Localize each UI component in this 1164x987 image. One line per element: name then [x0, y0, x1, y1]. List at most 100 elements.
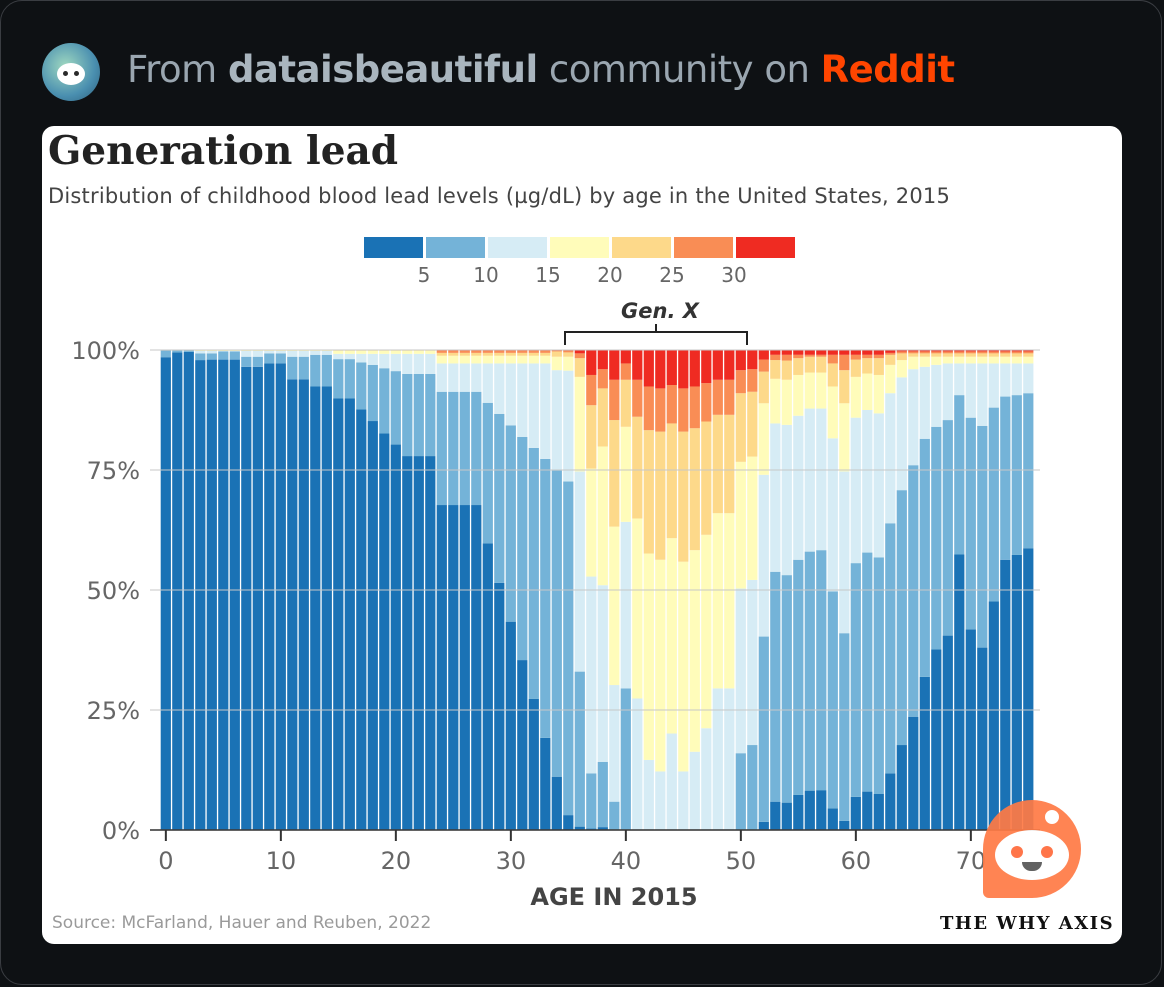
- bar-segment-5-10: [344, 359, 355, 399]
- bar-segment-20-25: [919, 353, 930, 357]
- bar-segment-<5: [770, 801, 781, 830]
- bar-segment-5-10: [183, 350, 194, 352]
- bar-segment-20-25: [1011, 353, 1022, 357]
- bar-segment-5-10: [390, 371, 401, 445]
- bar-segment->30: [632, 350, 643, 380]
- bar-segment-5-10: [275, 353, 286, 364]
- bar-segment-5-10: [540, 458, 551, 738]
- bar-segment-25-30: [471, 350, 482, 353]
- bar-age-48: [712, 350, 723, 830]
- bar-age-41: [632, 350, 643, 830]
- x-tick-label: 20: [381, 847, 412, 875]
- bar-segment-10-15: [620, 521, 631, 689]
- bar-segment-15-20: [390, 350, 401, 354]
- bar-age-47: [701, 350, 712, 830]
- bar-segment-10-15: [965, 363, 976, 418]
- bar-segment-25-30: [804, 354, 815, 357]
- legend-label: 10: [473, 263, 498, 287]
- bar-segment-10-15: [1011, 363, 1022, 396]
- bar-segment-15-20: [413, 350, 424, 354]
- bar-segment-20-25: [862, 358, 873, 374]
- bar-segment->30: [678, 350, 689, 389]
- bar-segment-20-25: [620, 379, 631, 427]
- legend-swatch-1: [426, 237, 485, 258]
- bar-age-75: [1023, 350, 1034, 830]
- bar-segment-25-30: [563, 350, 574, 353]
- bar-segment-15-20: [724, 513, 735, 689]
- bar-segment-10-15: [758, 474, 769, 637]
- bar-segment-<5: [379, 433, 390, 830]
- bar-segment-5-10: [574, 671, 585, 827]
- bar-segment-<5: [356, 409, 367, 830]
- bar-segment->30: [597, 350, 608, 370]
- bar-segment-10-15: [712, 688, 723, 830]
- bar-segment-<5: [183, 351, 194, 830]
- platform-link[interactable]: Reddit: [820, 48, 955, 91]
- bar-segment-5-10: [896, 490, 907, 746]
- bar-segment->30: [988, 350, 999, 352]
- bar-segment-20-25: [942, 353, 953, 357]
- bar-segment-15-20: [574, 376, 585, 472]
- bar-segment-20-25: [678, 431, 689, 562]
- bar-segment-15-20: [655, 559, 666, 772]
- community-avatar[interactable]: [42, 43, 100, 101]
- bar-age-66: [919, 350, 930, 830]
- bar-segment-15-20: [965, 356, 976, 364]
- bar-segment->30: [758, 350, 769, 360]
- x-tick-label: 60: [841, 847, 872, 875]
- bar-segment-10-15: [862, 410, 873, 553]
- bar-segment-25-30: [540, 350, 551, 353]
- bar-segment-15-20: [540, 355, 551, 364]
- bar-segment->30: [609, 350, 620, 380]
- bar-segment-25-30: [436, 350, 447, 353]
- legend-label: 30: [721, 263, 746, 287]
- bar-segment-5-10: [172, 350, 183, 353]
- bar-segment-15-20: [931, 356, 942, 365]
- bar-segment-15-20: [471, 355, 482, 364]
- bar-segment-15-20: [436, 355, 447, 364]
- bar-age-61: [862, 350, 873, 830]
- bar-segment-5-10: [977, 425, 988, 648]
- bar-segment-5-10: [873, 557, 884, 794]
- bar-segment-20-25: [494, 352, 505, 356]
- chart-title: Generation lead: [48, 128, 399, 174]
- bar-segment-<5: [804, 790, 815, 830]
- bar-segment-25-30: [781, 354, 792, 361]
- bar-segment-10-15: [804, 408, 815, 552]
- bar-segment-20-25: [655, 431, 666, 560]
- bar-segment-10-15: [344, 353, 355, 360]
- bar-segment-<5: [965, 629, 976, 830]
- bar-segment-10-15: [528, 363, 539, 448]
- bar-age-71: [977, 350, 988, 830]
- bar-segment-5-10: [1011, 395, 1022, 555]
- bar-segment-25-30: [827, 354, 838, 364]
- bar-segment-5-10: [482, 402, 493, 544]
- bar-segment-25-30: [770, 354, 781, 361]
- community-link[interactable]: dataisbeautiful: [227, 48, 538, 91]
- bar-segment-25-30: [586, 374, 597, 406]
- bar-age-45: [678, 350, 689, 830]
- bar-segment-20-25: [701, 421, 712, 535]
- bar-segment-25-30: [931, 351, 942, 354]
- bar-segment-5-10: [218, 351, 229, 360]
- bar-segment-5-10: [1023, 393, 1034, 549]
- bar-segment-<5: [816, 790, 827, 830]
- bar-segment-5-10: [942, 420, 953, 636]
- bar-segment-15-20: [551, 356, 562, 371]
- bar-segment-<5: [540, 737, 551, 830]
- bar-segment-<5: [597, 827, 608, 830]
- bar-segment-25-30: [678, 388, 689, 432]
- gen-x-label: Gen. X: [621, 299, 701, 323]
- bar-segment-20-25: [436, 352, 447, 356]
- y-axis: 0% 25% 50% 75% 100%: [71, 337, 140, 845]
- bar-segment-<5: [425, 456, 436, 830]
- bar-segment-5-10: [195, 353, 206, 361]
- bar-segment-5-10: [425, 374, 436, 457]
- bar-segment-20-25: [804, 356, 815, 373]
- bar-segment-5-10: [988, 407, 999, 602]
- legend-swatch-6: [736, 237, 795, 258]
- bar-segment-10-15: [517, 363, 528, 437]
- bar-segment-<5: [954, 554, 965, 830]
- bar-segment-20-25: [563, 352, 574, 357]
- bar-segment-10-15: [908, 369, 919, 466]
